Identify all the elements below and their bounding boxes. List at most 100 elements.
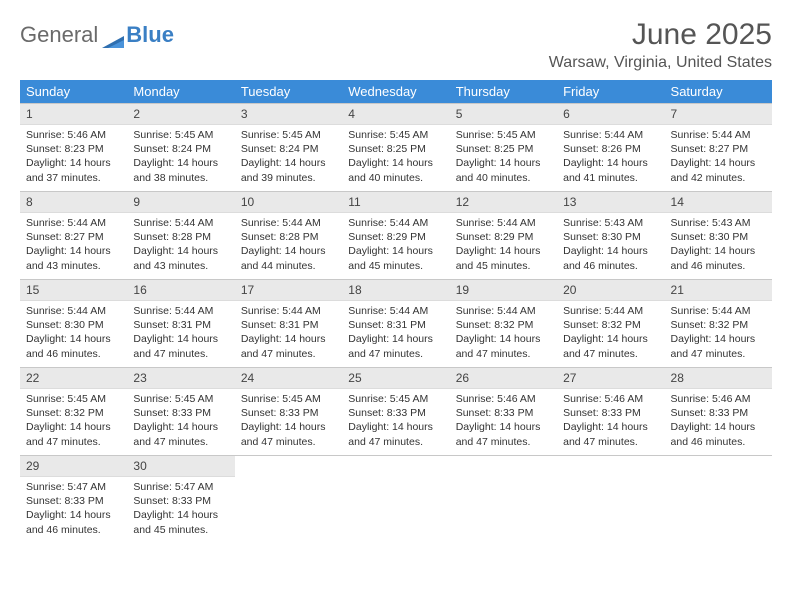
day-cell-6: 6Sunrise: 5:44 AMSunset: 8:26 PMDaylight… bbox=[557, 104, 664, 192]
day-cell-13: 13Sunrise: 5:43 AMSunset: 8:30 PMDayligh… bbox=[557, 192, 664, 280]
day-number: 8 bbox=[20, 192, 127, 213]
day-cell-17: 17Sunrise: 5:44 AMSunset: 8:31 PMDayligh… bbox=[235, 280, 342, 368]
title-block: June 2025 Warsaw, Virginia, United State… bbox=[549, 18, 772, 72]
day-details: Sunrise: 5:44 AMSunset: 8:31 PMDaylight:… bbox=[235, 301, 342, 365]
day-cell-23: 23Sunrise: 5:45 AMSunset: 8:33 PMDayligh… bbox=[127, 368, 234, 456]
day-number: 13 bbox=[557, 192, 664, 213]
empty-cell bbox=[557, 456, 664, 544]
day-number: 6 bbox=[557, 104, 664, 125]
calendar-table: SundayMondayTuesdayWednesdayThursdayFrid… bbox=[20, 80, 772, 544]
empty-cell bbox=[665, 456, 772, 544]
day-details: Sunrise: 5:44 AMSunset: 8:30 PMDaylight:… bbox=[20, 301, 127, 365]
day-details: Sunrise: 5:46 AMSunset: 8:23 PMDaylight:… bbox=[20, 125, 127, 189]
day-details: Sunrise: 5:45 AMSunset: 8:33 PMDaylight:… bbox=[235, 389, 342, 453]
day-details: Sunrise: 5:46 AMSunset: 8:33 PMDaylight:… bbox=[557, 389, 664, 453]
header: General Blue June 2025 Warsaw, Virginia,… bbox=[20, 18, 772, 72]
day-cell-22: 22Sunrise: 5:45 AMSunset: 8:32 PMDayligh… bbox=[20, 368, 127, 456]
day-details: Sunrise: 5:45 AMSunset: 8:24 PMDaylight:… bbox=[235, 125, 342, 189]
logo-text-general: General bbox=[20, 22, 98, 48]
day-details: Sunrise: 5:45 AMSunset: 8:25 PMDaylight:… bbox=[450, 125, 557, 189]
weekday-header-sunday: Sunday bbox=[20, 80, 127, 104]
day-details: Sunrise: 5:47 AMSunset: 8:33 PMDaylight:… bbox=[127, 477, 234, 541]
day-number: 19 bbox=[450, 280, 557, 301]
month-title: June 2025 bbox=[549, 18, 772, 52]
day-cell-3: 3Sunrise: 5:45 AMSunset: 8:24 PMDaylight… bbox=[235, 104, 342, 192]
day-number: 29 bbox=[20, 456, 127, 477]
day-details: Sunrise: 5:44 AMSunset: 8:31 PMDaylight:… bbox=[342, 301, 449, 365]
day-details: Sunrise: 5:44 AMSunset: 8:27 PMDaylight:… bbox=[20, 213, 127, 277]
day-details: Sunrise: 5:45 AMSunset: 8:24 PMDaylight:… bbox=[127, 125, 234, 189]
day-details: Sunrise: 5:44 AMSunset: 8:29 PMDaylight:… bbox=[450, 213, 557, 277]
day-details: Sunrise: 5:44 AMSunset: 8:26 PMDaylight:… bbox=[557, 125, 664, 189]
weekday-header-monday: Monday bbox=[127, 80, 234, 104]
day-cell-5: 5Sunrise: 5:45 AMSunset: 8:25 PMDaylight… bbox=[450, 104, 557, 192]
day-details: Sunrise: 5:44 AMSunset: 8:32 PMDaylight:… bbox=[450, 301, 557, 365]
day-number: 24 bbox=[235, 368, 342, 389]
day-cell-4: 4Sunrise: 5:45 AMSunset: 8:25 PMDaylight… bbox=[342, 104, 449, 192]
day-number: 11 bbox=[342, 192, 449, 213]
empty-cell bbox=[342, 456, 449, 544]
logo-text-blue: Blue bbox=[126, 22, 174, 48]
day-number: 12 bbox=[450, 192, 557, 213]
day-number: 4 bbox=[342, 104, 449, 125]
day-details: Sunrise: 5:44 AMSunset: 8:29 PMDaylight:… bbox=[342, 213, 449, 277]
day-cell-8: 8Sunrise: 5:44 AMSunset: 8:27 PMDaylight… bbox=[20, 192, 127, 280]
day-number: 3 bbox=[235, 104, 342, 125]
day-number: 20 bbox=[557, 280, 664, 301]
day-cell-24: 24Sunrise: 5:45 AMSunset: 8:33 PMDayligh… bbox=[235, 368, 342, 456]
day-cell-7: 7Sunrise: 5:44 AMSunset: 8:27 PMDaylight… bbox=[665, 104, 772, 192]
day-number: 1 bbox=[20, 104, 127, 125]
day-number: 25 bbox=[342, 368, 449, 389]
day-details: Sunrise: 5:44 AMSunset: 8:32 PMDaylight:… bbox=[665, 301, 772, 365]
day-cell-14: 14Sunrise: 5:43 AMSunset: 8:30 PMDayligh… bbox=[665, 192, 772, 280]
day-details: Sunrise: 5:44 AMSunset: 8:28 PMDaylight:… bbox=[127, 213, 234, 277]
day-cell-29: 29Sunrise: 5:47 AMSunset: 8:33 PMDayligh… bbox=[20, 456, 127, 544]
day-details: Sunrise: 5:47 AMSunset: 8:33 PMDaylight:… bbox=[20, 477, 127, 541]
day-cell-1: 1Sunrise: 5:46 AMSunset: 8:23 PMDaylight… bbox=[20, 104, 127, 192]
day-cell-12: 12Sunrise: 5:44 AMSunset: 8:29 PMDayligh… bbox=[450, 192, 557, 280]
day-details: Sunrise: 5:44 AMSunset: 8:31 PMDaylight:… bbox=[127, 301, 234, 365]
day-number: 18 bbox=[342, 280, 449, 301]
day-number: 2 bbox=[127, 104, 234, 125]
empty-cell bbox=[450, 456, 557, 544]
day-number: 10 bbox=[235, 192, 342, 213]
day-details: Sunrise: 5:45 AMSunset: 8:33 PMDaylight:… bbox=[342, 389, 449, 453]
day-details: Sunrise: 5:44 AMSunset: 8:32 PMDaylight:… bbox=[557, 301, 664, 365]
day-details: Sunrise: 5:43 AMSunset: 8:30 PMDaylight:… bbox=[665, 213, 772, 277]
weekday-header-saturday: Saturday bbox=[665, 80, 772, 104]
day-number: 22 bbox=[20, 368, 127, 389]
day-cell-9: 9Sunrise: 5:44 AMSunset: 8:28 PMDaylight… bbox=[127, 192, 234, 280]
day-number: 27 bbox=[557, 368, 664, 389]
weekday-header-tuesday: Tuesday bbox=[235, 80, 342, 104]
day-cell-2: 2Sunrise: 5:45 AMSunset: 8:24 PMDaylight… bbox=[127, 104, 234, 192]
day-number: 15 bbox=[20, 280, 127, 301]
day-number: 26 bbox=[450, 368, 557, 389]
day-cell-15: 15Sunrise: 5:44 AMSunset: 8:30 PMDayligh… bbox=[20, 280, 127, 368]
day-number: 17 bbox=[235, 280, 342, 301]
day-details: Sunrise: 5:45 AMSunset: 8:25 PMDaylight:… bbox=[342, 125, 449, 189]
logo: General Blue bbox=[20, 18, 174, 48]
day-details: Sunrise: 5:44 AMSunset: 8:27 PMDaylight:… bbox=[665, 125, 772, 189]
day-details: Sunrise: 5:46 AMSunset: 8:33 PMDaylight:… bbox=[450, 389, 557, 453]
day-cell-27: 27Sunrise: 5:46 AMSunset: 8:33 PMDayligh… bbox=[557, 368, 664, 456]
weekday-header-wednesday: Wednesday bbox=[342, 80, 449, 104]
day-cell-28: 28Sunrise: 5:46 AMSunset: 8:33 PMDayligh… bbox=[665, 368, 772, 456]
day-cell-25: 25Sunrise: 5:45 AMSunset: 8:33 PMDayligh… bbox=[342, 368, 449, 456]
day-number: 16 bbox=[127, 280, 234, 301]
weekday-header-thursday: Thursday bbox=[450, 80, 557, 104]
day-details: Sunrise: 5:45 AMSunset: 8:33 PMDaylight:… bbox=[127, 389, 234, 453]
day-cell-16: 16Sunrise: 5:44 AMSunset: 8:31 PMDayligh… bbox=[127, 280, 234, 368]
location-subtitle: Warsaw, Virginia, United States bbox=[549, 54, 772, 72]
day-details: Sunrise: 5:43 AMSunset: 8:30 PMDaylight:… bbox=[557, 213, 664, 277]
day-number: 28 bbox=[665, 368, 772, 389]
weekday-header-friday: Friday bbox=[557, 80, 664, 104]
day-number: 9 bbox=[127, 192, 234, 213]
day-details: Sunrise: 5:45 AMSunset: 8:32 PMDaylight:… bbox=[20, 389, 127, 453]
logo-triangle-icon bbox=[102, 28, 124, 42]
calendar-header-row: SundayMondayTuesdayWednesdayThursdayFrid… bbox=[20, 80, 772, 104]
day-cell-18: 18Sunrise: 5:44 AMSunset: 8:31 PMDayligh… bbox=[342, 280, 449, 368]
day-cell-21: 21Sunrise: 5:44 AMSunset: 8:32 PMDayligh… bbox=[665, 280, 772, 368]
day-number: 23 bbox=[127, 368, 234, 389]
day-details: Sunrise: 5:46 AMSunset: 8:33 PMDaylight:… bbox=[665, 389, 772, 453]
day-number: 21 bbox=[665, 280, 772, 301]
